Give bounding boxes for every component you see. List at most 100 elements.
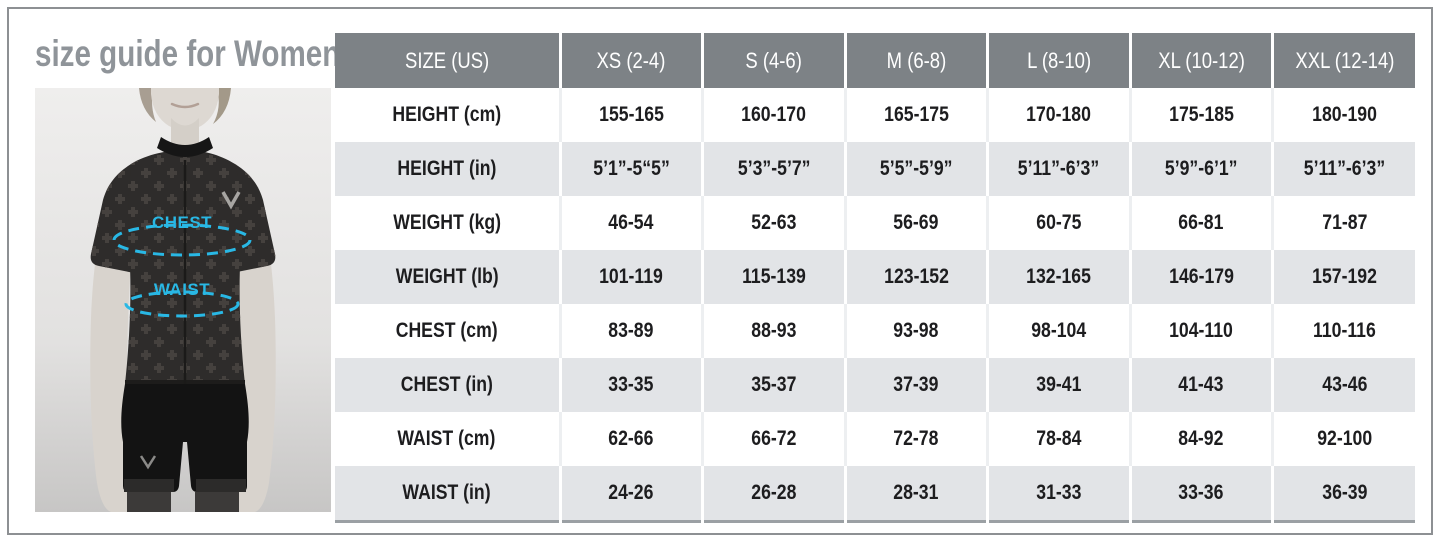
table-cell: 160-170: [701, 88, 845, 142]
row-label: CHEST (in): [335, 358, 560, 412]
cell-text: 132-165: [1026, 265, 1092, 288]
cell-text: 31-33: [1036, 481, 1082, 504]
header-cell-xxl: XXL (12-14): [1271, 33, 1415, 88]
jersey-collar: [157, 137, 213, 157]
table-cell: 84-92: [1128, 412, 1273, 466]
table-cell: 5’9”-6’1”: [1128, 142, 1273, 196]
cell-text: 43-46: [1321, 373, 1368, 396]
cell-text: HEIGHT (in): [397, 157, 497, 180]
table-cell: 66-81: [1128, 196, 1273, 250]
row-label: WEIGHT (kg): [335, 196, 560, 250]
face: [151, 88, 219, 130]
row-label: WAIST (in): [335, 466, 560, 522]
table-cell: 33-36: [1128, 466, 1273, 522]
hair: [213, 88, 231, 124]
table-cell: 26-28: [701, 466, 845, 522]
cell-text: 37-39: [893, 373, 939, 396]
waist-ellipse: [124, 290, 240, 318]
table-row: CHEST (cm) 83-89 88-93 93-98 98-104 104-…: [335, 304, 1415, 358]
cell-text: WAIST (cm): [397, 427, 496, 450]
table-cell: 155-165: [558, 88, 703, 142]
cell-text: 33-36: [1178, 481, 1224, 504]
table-row: WAIST (cm) 62-66 66-72 72-78 78-84 84-92…: [335, 412, 1415, 466]
leg-left: [127, 492, 171, 512]
page-title: size guide for Women: [35, 30, 417, 78]
cell-text: 101-119: [599, 265, 664, 288]
cell-text: 26-28: [751, 481, 797, 504]
cell-text: WAIST (in): [402, 481, 491, 504]
cell-text: 123-152: [883, 265, 949, 288]
table-cell: 93-98: [843, 304, 988, 358]
header-cell-xl: XL (10-12): [1128, 33, 1273, 88]
table-cell: 98-104: [986, 304, 1130, 358]
row-label: HEIGHT (cm): [335, 88, 560, 142]
cell-text: 71-87: [1321, 211, 1368, 234]
cell-text: 98-104: [1031, 319, 1087, 342]
shorts-leg-band-left: [124, 479, 174, 492]
table-cell: 71-87: [1271, 196, 1415, 250]
cell-text: 66-72: [751, 427, 797, 450]
cell-text: 92-100: [1317, 427, 1372, 450]
table-cell: 5’3”-5’7”: [701, 142, 845, 196]
header-text: L (8-10): [1026, 47, 1091, 73]
table-cell: 5’11”-6’3”: [1271, 142, 1415, 196]
cell-text: 110-116: [1313, 319, 1376, 342]
table-cell: 35-37: [701, 358, 845, 412]
table-cell: 43-46: [1271, 358, 1415, 412]
shorts-logo-icon: [139, 455, 157, 470]
cell-text: CHEST (in): [400, 373, 493, 396]
table-cell: 46-54: [558, 196, 703, 250]
cell-text: 46-54: [608, 211, 654, 234]
header-text: XL (10-12): [1157, 47, 1245, 73]
table-cell: 165-175: [843, 88, 988, 142]
cell-text: 175-185: [1168, 103, 1234, 126]
cell-text: 56-69: [893, 211, 939, 234]
header-text: XS (2-4): [596, 47, 666, 73]
model-photo: CHEST WAIST: [35, 88, 331, 512]
header-cell-m: M (6-8): [843, 33, 988, 88]
table-cell: 115-139: [701, 250, 845, 304]
cell-text: HEIGHT (cm): [392, 103, 502, 126]
table-cell: 37-39: [843, 358, 988, 412]
cell-text: 157-192: [1312, 265, 1377, 288]
cell-text: 160-170: [741, 103, 807, 126]
cell-text: 41-43: [1178, 373, 1224, 396]
table-row: HEIGHT (cm) 155-165 160-170 165-175 170-…: [335, 88, 1415, 142]
table-cell: 5’1”-5“5”: [558, 142, 703, 196]
table-row: HEIGHT (in) 5’1”-5“5” 5’3”-5’7” 5’5”-5’9…: [335, 142, 1415, 196]
cell-text: 72-78: [893, 427, 939, 450]
header-cell-size: SIZE (US): [335, 33, 560, 88]
table-cell: 28-31: [843, 466, 988, 522]
table-cell: 31-33: [986, 466, 1130, 522]
table-cell: 146-179: [1128, 250, 1273, 304]
table-cell: 56-69: [843, 196, 988, 250]
table-cell: 157-192: [1271, 250, 1415, 304]
cell-text: WEIGHT (lb): [395, 265, 499, 288]
shorts: [121, 384, 249, 492]
cell-text: 62-66: [608, 427, 654, 450]
cell-text: 180-190: [1312, 103, 1377, 126]
leg-right: [195, 492, 239, 512]
table-row: WEIGHT (kg) 46-54 52-63 56-69 60-75 66-8…: [335, 196, 1415, 250]
table-cell: 132-165: [986, 250, 1130, 304]
cell-text: 66-81: [1178, 211, 1224, 234]
cell-text: 93-98: [893, 319, 939, 342]
table-row: CHEST (in) 33-35 35-37 37-39 39-41 41-43…: [335, 358, 1415, 412]
cell-text: 170-180: [1026, 103, 1092, 126]
header-cell-l: L (8-10): [986, 33, 1130, 88]
cell-text: 104-110: [1169, 319, 1234, 342]
row-label: WAIST (cm): [335, 412, 560, 466]
table-cell: 170-180: [986, 88, 1130, 142]
row-label: WEIGHT (lb): [335, 250, 560, 304]
row-label: CHEST (cm): [335, 304, 560, 358]
table-cell: 180-190: [1271, 88, 1415, 142]
row-label: HEIGHT (in): [335, 142, 560, 196]
cell-text: WEIGHT (kg): [392, 211, 501, 234]
table-cell: 110-116: [1271, 304, 1415, 358]
table-cell: 66-72: [701, 412, 845, 466]
header-text: XXL (12-14): [1295, 47, 1394, 73]
table-cell: 52-63: [701, 196, 845, 250]
mouth: [170, 102, 200, 109]
cell-text: 88-93: [751, 319, 797, 342]
table-cell: 5’5”-5’9”: [843, 142, 988, 196]
